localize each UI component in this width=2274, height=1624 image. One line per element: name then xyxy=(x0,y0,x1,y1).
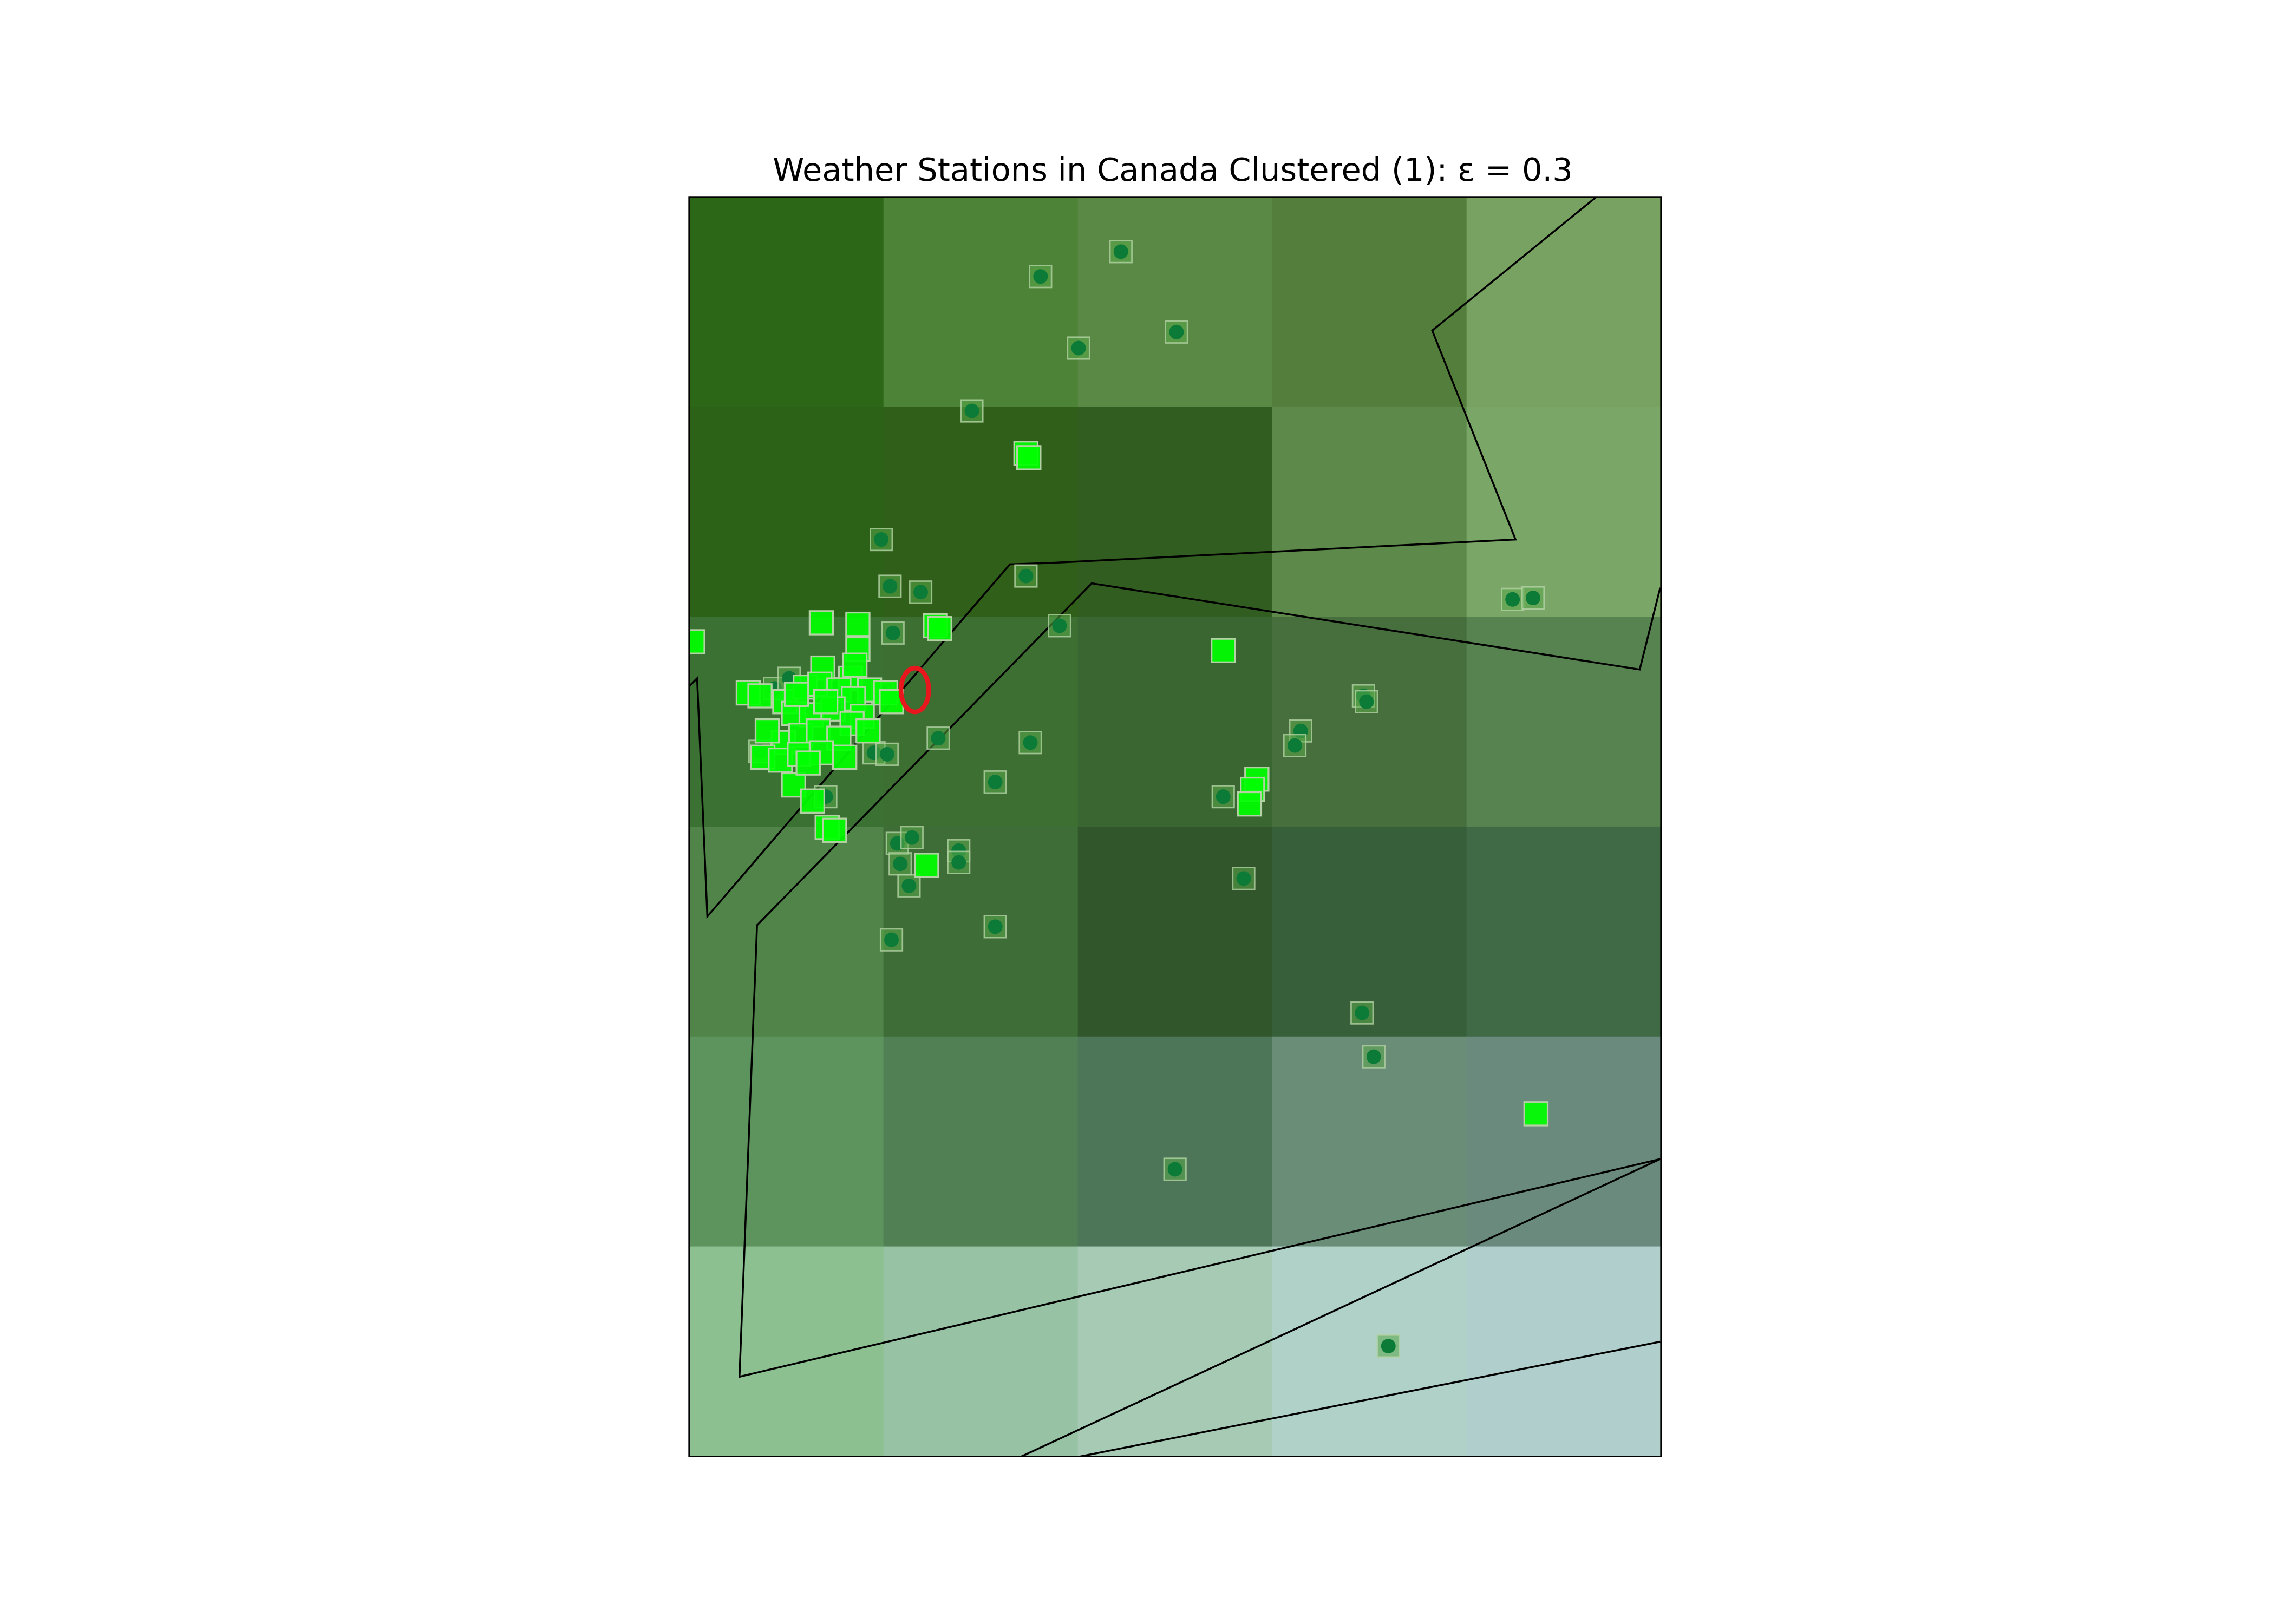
noise-station-marker xyxy=(909,580,933,604)
noise-station-marker xyxy=(1211,785,1235,809)
relief-cell xyxy=(689,407,885,618)
clustered-station-marker xyxy=(855,718,881,744)
plot-frame xyxy=(688,196,1662,1457)
relief-cell xyxy=(1272,197,1468,408)
relief-cell xyxy=(1466,617,1661,828)
noise-station-marker xyxy=(870,527,893,552)
relief-cell xyxy=(1466,197,1661,408)
clustered-station-marker xyxy=(795,750,821,776)
noise-station-marker xyxy=(1109,240,1133,264)
relief-cell xyxy=(1466,407,1661,618)
clustered-station-marker xyxy=(1211,638,1236,663)
clustered-station-marker xyxy=(754,718,780,744)
noise-station-marker xyxy=(1048,614,1071,638)
relief-cell xyxy=(1077,826,1273,1038)
coastline-south-2 xyxy=(1076,1340,1661,1457)
relief-cell xyxy=(689,1036,885,1248)
noise-station-marker xyxy=(1355,690,1378,713)
noise-station-marker xyxy=(1501,587,1525,611)
noise-station-marker xyxy=(1521,586,1545,610)
clustered-station-marker xyxy=(914,853,939,878)
noise-station-marker xyxy=(1067,336,1090,360)
coastline-south-1 xyxy=(1020,1158,1661,1457)
relief-cell xyxy=(1466,826,1661,1038)
noise-station-marker xyxy=(1350,1001,1374,1025)
relief-cell xyxy=(689,197,885,408)
noise-station-marker xyxy=(1163,1157,1187,1181)
relief-cell xyxy=(883,197,1079,408)
clustered-stations xyxy=(689,441,1549,1127)
clustered-station-marker xyxy=(813,689,839,715)
highlight-ellipse-marker xyxy=(898,665,931,715)
clustered-station-marker xyxy=(1237,791,1263,817)
relief-basemap xyxy=(689,197,1661,1457)
relief-cell xyxy=(883,617,1079,828)
relief-cell xyxy=(1077,407,1273,618)
clustered-station-marker xyxy=(832,744,858,770)
clustered-station-marker xyxy=(689,629,705,654)
relief-cell xyxy=(1077,1036,1273,1248)
noise-station-marker xyxy=(1283,734,1307,757)
relief-cell xyxy=(1272,407,1468,618)
clustered-station-marker xyxy=(822,817,847,843)
noise-station-marker xyxy=(947,850,971,874)
clustered-station-marker xyxy=(808,610,834,636)
coastline-mainland xyxy=(689,197,1598,919)
coastline-outlines xyxy=(689,197,1661,1457)
noise-station-marker xyxy=(875,742,899,766)
clustered-station-marker xyxy=(800,788,825,814)
clustered-station-marker xyxy=(845,611,871,637)
relief-cell xyxy=(883,1036,1079,1248)
relief-cell xyxy=(689,1246,885,1457)
relief-cell xyxy=(689,826,885,1038)
clustered-station-marker xyxy=(1016,445,1042,470)
clustered-station-marker xyxy=(747,683,773,709)
noise-station-marker xyxy=(878,574,902,598)
map-title: Weather Stations in Canada Clustered (1)… xyxy=(773,151,1573,188)
noise-stations xyxy=(748,240,1545,1358)
noise-station-marker xyxy=(879,928,904,952)
noise-station-marker xyxy=(926,726,950,750)
noise-station-marker xyxy=(900,826,924,849)
noise-station-marker xyxy=(897,874,921,898)
noise-station-marker xyxy=(1029,265,1053,289)
clustered-station-marker xyxy=(927,616,952,641)
relief-cell xyxy=(1466,1036,1661,1248)
relief-cell xyxy=(1466,1246,1661,1457)
noise-station-marker xyxy=(983,915,1007,939)
noise-station-marker xyxy=(1232,867,1256,890)
relief-cell xyxy=(1272,1246,1468,1457)
coastline-peninsula xyxy=(738,582,1661,1378)
noise-station-marker xyxy=(1165,320,1188,344)
noise-station-marker xyxy=(881,621,905,645)
relief-cell xyxy=(883,826,1079,1038)
noise-station-marker xyxy=(1014,564,1038,588)
noise-station-marker xyxy=(888,852,912,876)
noise-station-marker xyxy=(1362,1045,1386,1069)
relief-cell xyxy=(1077,197,1273,408)
clustered-station-marker xyxy=(1523,1101,1549,1127)
noise-station-marker xyxy=(960,399,984,423)
relief-cell xyxy=(1077,1246,1273,1457)
relief-cell xyxy=(883,1246,1079,1457)
noise-station-marker xyxy=(983,770,1007,794)
clustered-station-marker xyxy=(783,682,809,707)
noise-station-marker xyxy=(1376,1334,1400,1358)
noise-station-marker xyxy=(1018,731,1042,755)
clustered-station-marker xyxy=(842,652,868,678)
